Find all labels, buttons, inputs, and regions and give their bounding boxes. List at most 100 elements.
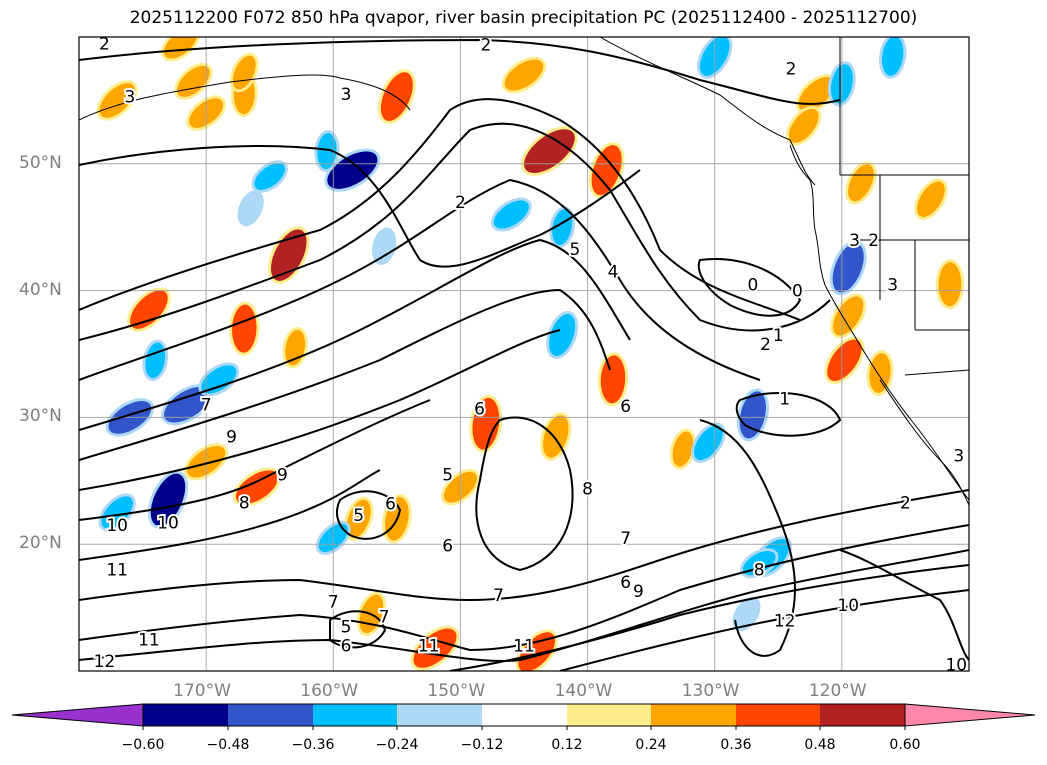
contour-label: 2 [480,36,491,56]
precip-patch-core [101,496,133,529]
precip-patch [830,293,867,339]
precip-patch [786,105,822,146]
colorbar-tick-label: 0.48 [804,737,836,753]
precip-patch [732,596,761,632]
precip-patch-core [788,108,819,143]
contour-label: 12 [94,652,116,672]
precip-patch-core [472,397,500,450]
contour-line [79,469,381,561]
coastline-baja [879,379,969,506]
precip-patch [237,190,264,227]
contour-label: 3 [124,88,135,108]
precip-patch-core [493,200,529,229]
precip-patch [251,160,288,193]
contour-label: 10 [837,596,859,616]
contour-line [79,238,631,431]
precip-patch-core [798,77,835,112]
contour-label: 3 [849,231,860,251]
contour-label: 7 [620,529,631,549]
contour-label: 0 [792,282,803,302]
contour-label: 1 [779,389,790,409]
precip-patch-core [504,59,544,91]
lat-tick-label: 50°N [19,152,62,173]
lat-tick-label: 40°N [19,279,62,300]
colorbar-bin [228,704,313,726]
contour-label: 2 [99,34,110,54]
contour-line [79,288,611,461]
contour-label: 8 [582,479,593,499]
coastline-westcoast [814,229,969,501]
colorbar-bin [736,704,820,726]
precip-patch [229,301,260,356]
contour-label: 7 [493,586,504,606]
precip-patch [268,226,310,284]
precip-patch [324,148,381,192]
colorbar-bin [397,704,482,726]
precip-patch [174,62,213,100]
contour-label: 1 [773,326,784,346]
contour-label: 6 [385,495,396,515]
precip-patch-core [938,262,962,307]
colorbar-extend-low [11,703,144,727]
precip-patch-core [827,339,862,382]
colorbar-bin [482,704,567,726]
precip-patch [845,161,877,205]
contour-label: 9 [633,582,644,602]
precip-patch-core [869,353,891,393]
contour-line [79,399,431,521]
precip-patch [127,287,171,332]
contour-label: 5 [341,618,352,638]
colorbar-tick-label: −0.36 [291,737,335,753]
precip-patch-core [327,151,378,189]
contour-label: 0 [747,275,758,295]
colorbar-tick-label: 0.12 [551,737,583,753]
contour-label: 4 [608,263,619,283]
precip-patch [501,56,547,94]
contour-label: 8 [754,561,765,581]
precip-patch-core [164,386,211,423]
contour-line [475,416,574,572]
precip-patch-core [591,145,622,196]
contour-label: 10 [945,656,967,676]
precip-patch-core [882,37,904,76]
precip-patch-core [832,243,864,293]
contour-line [699,419,796,657]
precip-patch [98,493,136,532]
precip-patch-core [99,83,135,118]
contour-line [79,524,969,652]
contour-label: 10 [157,514,179,534]
precip-patch [879,37,907,79]
precip-patch-core [916,181,945,218]
coastline-aleutians [79,74,411,121]
contour-line [79,38,841,105]
contour-label: 2 [760,335,771,355]
contour-label: 9 [277,465,288,485]
colorbar-tick-label: 0.60 [889,737,921,753]
contour-line [697,258,802,317]
precip-patch [410,625,460,671]
contour-line [336,490,402,540]
contour-label: 11 [138,630,160,650]
contour-line [329,610,387,649]
precip-patch-core [346,499,371,538]
precip-patch [866,350,894,396]
coastline-layer [79,37,969,506]
contour-label: 7 [328,592,339,612]
precip-patch-core [735,599,758,629]
colorbar-tick-label: 0.36 [720,737,752,753]
precip-patch-core [317,133,337,170]
colorbar [11,703,1036,730]
contour-label: 10 [106,516,128,536]
colorbar-tick-label: −0.60 [121,737,165,753]
contour-label: 2 [455,193,466,213]
colorbar-tick-label: −0.12 [460,737,504,753]
colorbar-frame [142,703,906,727]
precip-patch [588,142,625,199]
precip-patch [469,394,503,453]
contour-label: 6 [620,397,631,417]
precip-patch-core [232,304,257,353]
precip-patch-core [240,193,261,224]
contour-label: 5 [353,506,364,526]
